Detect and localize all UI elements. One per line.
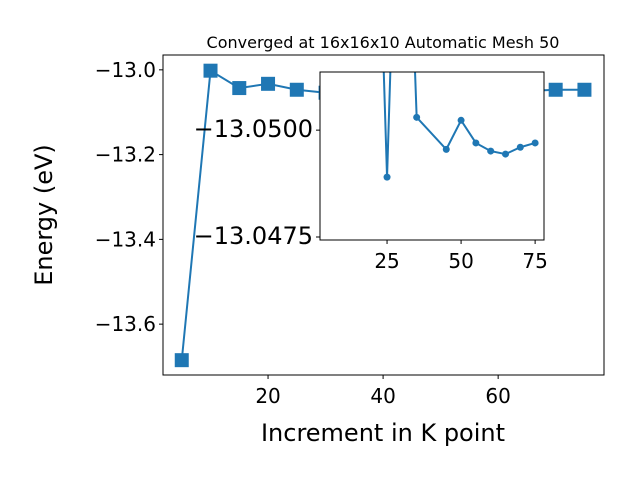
marker bbox=[232, 81, 247, 96]
x-tick-label: 20 bbox=[255, 384, 280, 408]
marker bbox=[442, 145, 450, 153]
marker bbox=[577, 82, 592, 97]
y-tick-label: −13.4 bbox=[95, 227, 156, 251]
y-tick-label: −13.0500 bbox=[194, 115, 313, 143]
axes-frame bbox=[319, 71, 545, 241]
marker bbox=[531, 139, 539, 147]
x-axis-label: Increment in K point bbox=[261, 419, 505, 447]
x-tick-label: 75 bbox=[522, 249, 547, 273]
marker bbox=[487, 147, 495, 155]
x-tick-label: 25 bbox=[374, 249, 399, 273]
marker bbox=[289, 82, 304, 97]
marker bbox=[472, 139, 480, 147]
plot-area bbox=[320, 72, 544, 240]
marker bbox=[383, 173, 391, 181]
marker bbox=[413, 113, 421, 121]
x-tick-label: 40 bbox=[370, 384, 395, 408]
y-tick-label: −13.0475 bbox=[194, 222, 313, 250]
marker bbox=[457, 116, 465, 124]
y-axis-label: Energy (eV) bbox=[30, 144, 58, 286]
y-tick-label: −13.0 bbox=[95, 58, 156, 82]
marker bbox=[548, 82, 563, 97]
y-tick-label: −13.6 bbox=[95, 312, 156, 336]
chart-title: Converged at 16x16x10 Automatic Mesh 50 bbox=[207, 33, 560, 52]
marker bbox=[261, 76, 276, 91]
marker bbox=[502, 150, 510, 158]
y-tick-label: −13.2 bbox=[95, 143, 156, 167]
x-tick-label: 60 bbox=[485, 384, 510, 408]
marker bbox=[174, 353, 189, 368]
x-tick-label: 50 bbox=[448, 249, 473, 273]
plot-layer bbox=[382, 72, 539, 181]
marker bbox=[516, 143, 524, 151]
marker bbox=[203, 63, 218, 78]
